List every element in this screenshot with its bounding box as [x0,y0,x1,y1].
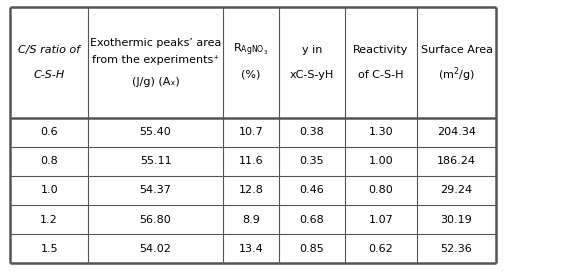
Text: 0.38: 0.38 [300,127,324,137]
Text: 1.5: 1.5 [40,243,58,254]
Text: Surface Area: Surface Area [420,45,493,55]
Text: 55.11: 55.11 [140,156,171,166]
Text: (m$^2$/g): (m$^2$/g) [438,65,475,84]
Text: 29.24: 29.24 [440,185,473,196]
Text: 186.24: 186.24 [437,156,476,166]
Text: y in: y in [302,45,322,55]
Text: of C-S-H: of C-S-H [358,70,404,80]
Text: 0.80: 0.80 [369,185,393,196]
Text: 1.0: 1.0 [40,185,58,196]
Text: 13.4: 13.4 [239,243,263,254]
Text: 8.9: 8.9 [242,214,260,225]
Text: 12.8: 12.8 [239,185,263,196]
Text: 30.19: 30.19 [440,214,473,225]
Text: 204.34: 204.34 [437,127,476,137]
Text: 11.6: 11.6 [239,156,263,166]
Text: Reactivity: Reactivity [353,45,409,55]
Text: 1.07: 1.07 [369,214,393,225]
Text: R$_{\mathregular{AgNO_3}}$: R$_{\mathregular{AgNO_3}}$ [233,42,269,58]
Text: C/S ratio of: C/S ratio of [18,45,80,55]
Text: 0.35: 0.35 [300,156,324,166]
Text: 0.6: 0.6 [40,127,58,137]
Text: 10.7: 10.7 [239,127,263,137]
Text: from the experiments⁺: from the experiments⁺ [92,55,219,65]
Text: 1.00: 1.00 [369,156,393,166]
Text: 0.46: 0.46 [300,185,324,196]
Text: 55.40: 55.40 [140,127,171,137]
Text: C-S-H: C-S-H [33,70,65,80]
Text: 56.80: 56.80 [140,214,171,225]
Text: 1.2: 1.2 [40,214,58,225]
Text: 52.36: 52.36 [440,243,473,254]
Text: 1.30: 1.30 [369,127,393,137]
Text: Exothermic peaks’ area: Exothermic peaks’ area [90,38,221,48]
Text: 0.85: 0.85 [300,243,324,254]
Text: 0.8: 0.8 [40,156,58,166]
Text: xC-S-yH: xC-S-yH [290,70,334,80]
Text: (J/g) (Aₓ): (J/g) (Aₓ) [132,77,179,87]
Text: (%): (%) [242,70,260,80]
Text: 54.37: 54.37 [140,185,171,196]
Text: 54.02: 54.02 [140,243,171,254]
Text: 0.62: 0.62 [369,243,393,254]
Text: 0.68: 0.68 [300,214,324,225]
